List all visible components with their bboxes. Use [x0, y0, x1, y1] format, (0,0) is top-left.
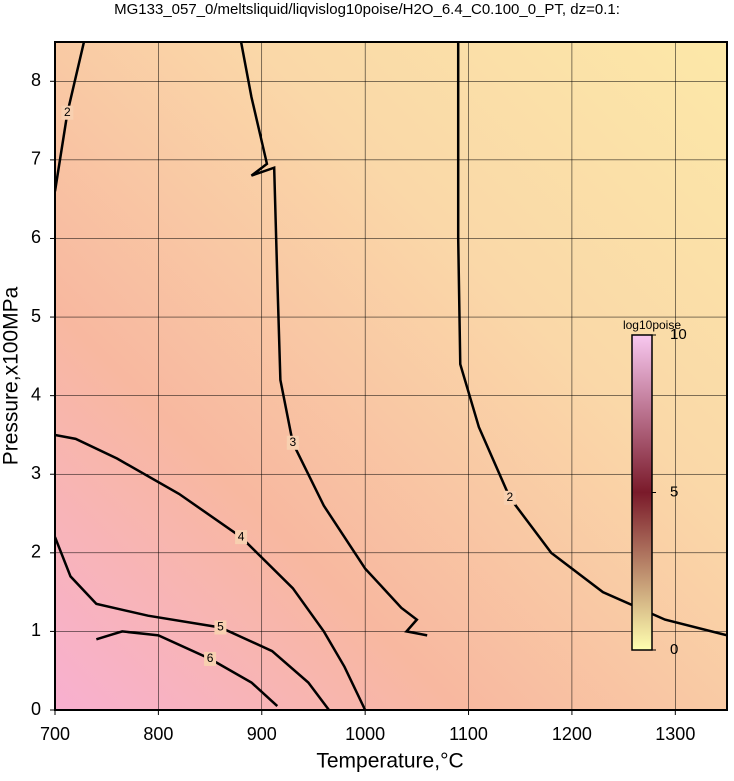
contour-label: 2: [507, 490, 514, 504]
y-axis-label: Pressure,x100MPa: [0, 286, 23, 465]
colorbar: [631, 334, 653, 651]
y-tick-label: 2: [31, 542, 41, 562]
y-tick-label: 8: [31, 70, 41, 90]
y-tick-label: 1: [31, 620, 41, 640]
y-tick-label: 0: [31, 699, 41, 719]
contour-label: 5: [217, 620, 224, 634]
contour-label: 2: [64, 105, 71, 119]
contour-label-bg: [214, 620, 227, 635]
plot-background: [55, 42, 727, 710]
contour-line: [239, 42, 428, 637]
y-tick-label: 3: [31, 463, 41, 483]
y-tick-label: 5: [31, 306, 41, 326]
contour-label-bg: [286, 435, 299, 450]
colorbar-tick-label: 0: [670, 641, 678, 658]
y-tick-label: 4: [31, 384, 41, 404]
x-tick-label: 1300: [655, 724, 695, 744]
contour-line: [95, 630, 279, 707]
contour-line: [55, 536, 330, 710]
x-tick-label: 1000: [345, 724, 385, 744]
x-tick-label: 800: [143, 724, 173, 744]
x-tick-label: 900: [247, 724, 277, 744]
y-tick-label: 7: [31, 149, 41, 169]
chart-title: MG133_057_0/meltsliquid/liqvislog10poise…: [114, 1, 620, 18]
colorbar-label: log10poise: [623, 318, 681, 332]
contour-label-bg: [61, 105, 74, 120]
contour-label-bg: [235, 530, 248, 545]
x-tick-label: 1200: [552, 724, 592, 744]
contour-label: 3: [289, 435, 296, 449]
y-tick-label: 6: [31, 227, 41, 247]
colorbar-tick-label: 5: [670, 483, 678, 500]
plot-area: 2 3 4 5 6 2: [55, 42, 727, 710]
x-tick-label: 1100: [449, 724, 488, 744]
contour-label-bg: [503, 490, 516, 505]
x-tick-label: 700: [40, 724, 70, 744]
plot-frame: [54, 41, 728, 711]
contour-label: 4: [238, 529, 245, 543]
contour-label-bg: [204, 651, 217, 666]
contour-label: 6: [207, 651, 214, 665]
colorbar-tick-label: 10: [670, 326, 687, 343]
x-axis-label: Temperature,°C: [316, 750, 463, 773]
